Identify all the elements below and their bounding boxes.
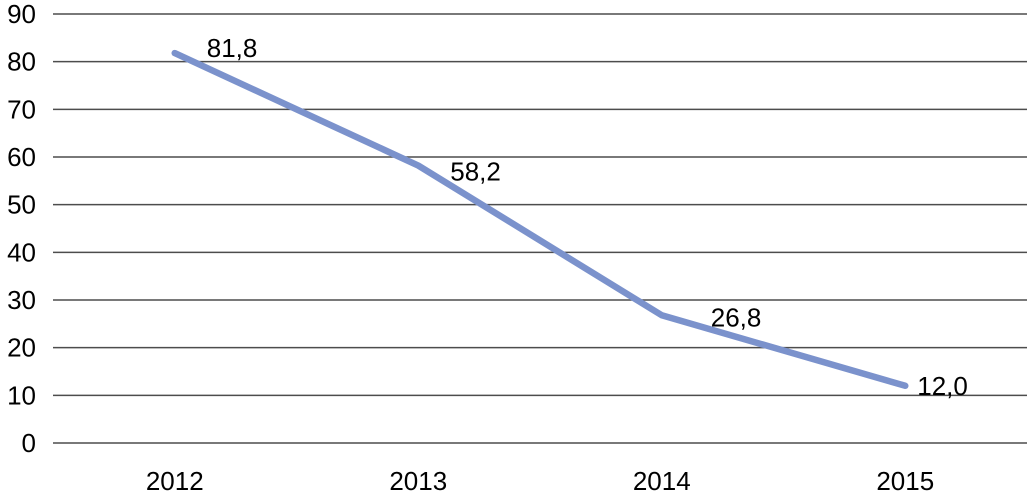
data-point-label: 58,2 (450, 157, 501, 187)
y-tick-label: 20 (7, 333, 36, 363)
data-point-label: 26,8 (711, 302, 762, 332)
x-category-label: 2012 (146, 466, 204, 494)
y-tick-label: 60 (7, 142, 36, 172)
data-point-label: 12,0 (917, 371, 968, 401)
y-tick-label: 40 (7, 237, 36, 267)
y-tick-label: 10 (7, 380, 36, 410)
y-tick-label: 80 (7, 47, 36, 77)
y-tick-label: 0 (22, 428, 36, 458)
x-category-label: 2014 (633, 466, 691, 494)
data-line-series (171, 49, 909, 390)
y-tick-label: 90 (7, 0, 36, 29)
y-tick-label: 50 (7, 190, 36, 220)
x-category-label: 2015 (876, 466, 934, 494)
y-tick-label: 70 (7, 94, 36, 124)
data-point-label: 81,8 (207, 33, 258, 63)
x-category-label: 2013 (389, 466, 447, 494)
y-tick-label: 30 (7, 285, 36, 315)
